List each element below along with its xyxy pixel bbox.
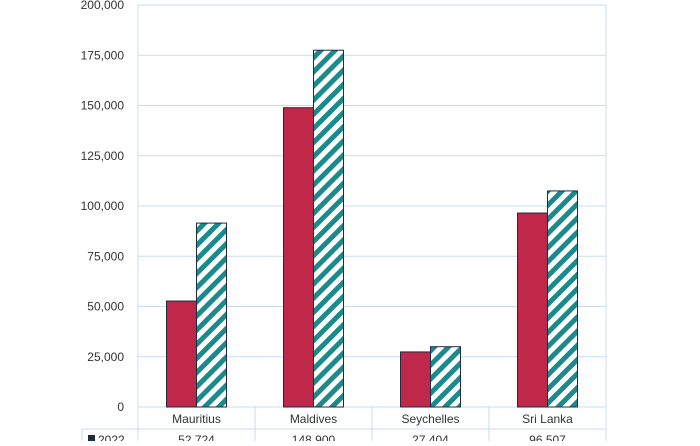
y-tick-label: 175,000 xyxy=(81,48,125,62)
table-cell: 27,404 xyxy=(412,433,449,441)
category-label: Mauritius xyxy=(172,412,221,426)
table-cell: 96,507 xyxy=(529,433,566,441)
bar-sri-lanka-series-2 xyxy=(547,190,578,408)
bar-sri-lanka-series-1 xyxy=(517,212,548,408)
y-tick-label: 75,000 xyxy=(87,249,124,263)
table-row-label: 2022 xyxy=(98,433,125,441)
bars-layer xyxy=(166,49,578,408)
category-axis: Mauritius Maldives Seychelles Sri Lanka xyxy=(172,412,573,426)
y-tick-label: 150,000 xyxy=(81,99,125,113)
category-label: Sri Lanka xyxy=(522,412,573,426)
y-axis: 0 25,000 50,000 75,000 100,000 125,000 150,000… xyxy=(81,0,125,414)
y-tick-label: 0 xyxy=(117,400,124,414)
table-cell: 52,724 xyxy=(178,433,215,441)
y-tick-label: 25,000 xyxy=(87,350,124,364)
table-cell: 148,900 xyxy=(292,433,336,441)
bar-seychelles-series-1 xyxy=(400,351,431,408)
data-table: 2022 52,724 148,900 27,404 96,507 xyxy=(88,433,566,446)
bar-mauritius-series-1 xyxy=(166,300,197,408)
y-tick-label: 200,000 xyxy=(81,0,125,12)
category-label: Seychelles xyxy=(401,412,459,426)
bar-seychelles-series-2 xyxy=(430,346,461,408)
y-tick-label: 50,000 xyxy=(87,300,124,314)
y-tick-label: 100,000 xyxy=(81,199,125,213)
y-tick-label: 125,000 xyxy=(81,149,125,163)
bar-mauritius-series-2 xyxy=(196,222,227,408)
legend-key-2022 xyxy=(88,435,95,442)
bar-maldives-series-2 xyxy=(313,49,344,408)
bar-maldives-series-1 xyxy=(283,107,314,408)
category-label: Maldives xyxy=(290,412,337,426)
